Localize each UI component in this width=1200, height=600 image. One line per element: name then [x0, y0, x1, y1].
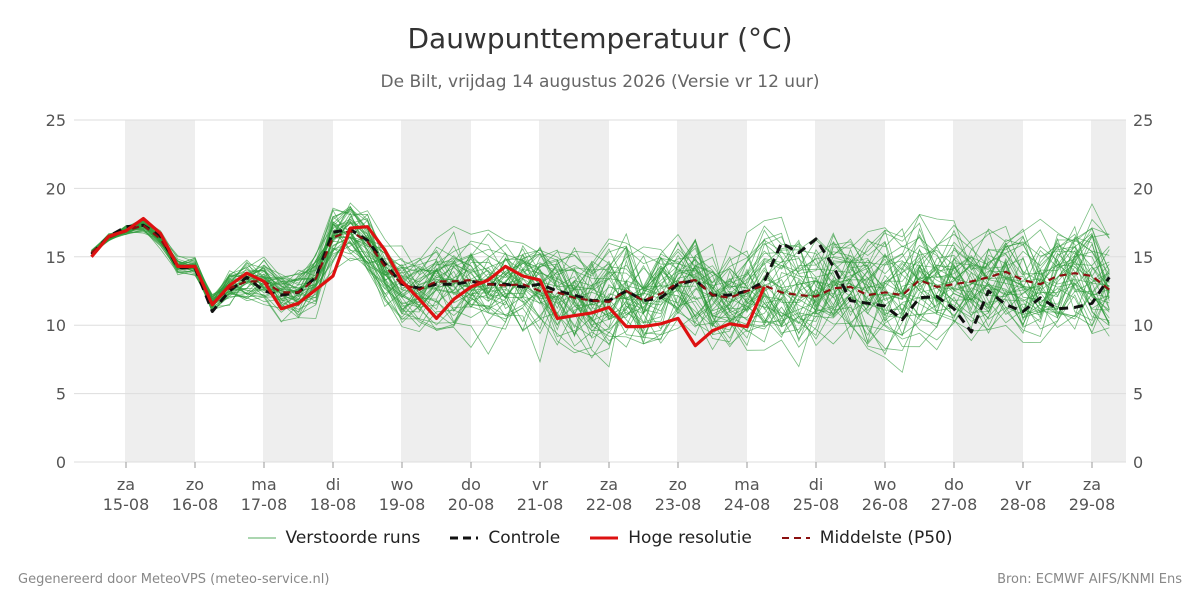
ensemble-member-line: [91, 225, 1110, 331]
y-tick-label: 10: [46, 316, 66, 335]
x-tick-date: 15-08: [103, 495, 150, 514]
median-line: [90, 224, 1110, 305]
legend-label-median: Middelste (P50): [819, 528, 953, 548]
legend-label-control: Controle: [488, 528, 561, 548]
x-tick-date: 27-08: [931, 495, 978, 514]
x-tick-day: do: [461, 475, 481, 494]
legend-label-hires: Hoge resolutie: [628, 528, 752, 548]
x-tick-day: za: [1083, 475, 1101, 494]
ensemble-member-line: [91, 225, 1110, 356]
y-tick-label-right: 15: [1133, 248, 1153, 267]
x-tick-date: 23-08: [655, 495, 702, 514]
grid-lines: [74, 119, 1126, 463]
control-line: [90, 223, 1111, 334]
ensemble-member-line: [91, 220, 1110, 347]
y-tick-label-right: 5: [1133, 385, 1143, 404]
ensemble-member-line: [91, 209, 1110, 339]
x-tick-date: 26-08: [862, 495, 909, 514]
x-tick-date: 21-08: [517, 495, 564, 514]
ensemble-member-line: [91, 221, 1110, 325]
ensemble-member-line: [91, 222, 1110, 340]
x-tick-day: ma: [734, 475, 759, 494]
x-tick-date: 24-08: [724, 495, 771, 514]
x-axis: za15-08zo16-08ma17-08di18-08wo19-08do20-…: [103, 462, 1116, 514]
x-tick-date: 28-08: [1000, 495, 1047, 514]
y-axis-left: 0 5 10 15 20 25: [46, 111, 66, 472]
hires-line: [90, 216, 766, 348]
chart-title: Dauwpunttemperatuur (°C): [407, 22, 793, 55]
ensemble-member-line: [91, 224, 1110, 348]
x-tick-date: 16-08: [172, 495, 219, 514]
x-tick-day: vr: [532, 475, 548, 494]
x-tick-day: ma: [251, 475, 276, 494]
y-tick-label-right: 0: [1133, 453, 1143, 472]
x-tick-date: 22-08: [586, 495, 633, 514]
y-tick-label: 5: [56, 385, 66, 404]
legend-swatch-median: [781, 537, 810, 539]
x-tick-date: 20-08: [448, 495, 495, 514]
ensemble-member-line: [91, 212, 1110, 340]
legend-label-ensemble: Verstoorde runs: [285, 528, 421, 548]
legend-item-median[interactable]: Middelste (P50): [781, 528, 953, 548]
x-tick-day: do: [944, 475, 964, 494]
y-tick-label: 25: [46, 111, 66, 130]
legend: Verstoorde runs Controle Hoge resolutie …: [0, 528, 1200, 548]
x-tick-day: zo: [669, 475, 687, 494]
ensemble-member-line: [91, 209, 1110, 348]
x-tick-day: za: [600, 475, 618, 494]
footer-generator: Gegenereerd door MeteoVPS (meteo-service…: [18, 572, 330, 587]
x-tick-day: wo: [874, 475, 897, 494]
x-tick-date: 19-08: [379, 495, 426, 514]
ensemble-member-line: [91, 222, 1110, 351]
x-tick-date: 18-08: [310, 495, 357, 514]
chart-subtitle: De Bilt, vrijdag 14 augustus 2026 (Versi…: [380, 72, 820, 92]
y-tick-label-right: 25: [1133, 111, 1153, 130]
x-tick-date: 29-08: [1069, 495, 1116, 514]
y-tick-label-right: 10: [1133, 316, 1153, 335]
y-tick-label: 15: [46, 248, 66, 267]
legend-item-control[interactable]: Controle: [450, 528, 560, 548]
legend-swatch-ensemble: [247, 537, 276, 539]
x-tick-day: vr: [1015, 475, 1031, 494]
x-tick-day: di: [809, 475, 824, 494]
footer-source: Bron: ECMWF AIFS/KNMI Ens: [997, 572, 1182, 587]
legend-item-ensemble[interactable]: Verstoorde runs: [247, 528, 421, 548]
y-axis-right: 0 5 10 15 20 25: [1133, 111, 1153, 472]
y-tick-label-right: 20: [1133, 179, 1153, 198]
x-tick-day: di: [326, 475, 341, 494]
y-tick-label: 0: [56, 453, 66, 472]
x-tick-day: zo: [186, 475, 204, 494]
ensemble-member-line: [91, 216, 1110, 313]
x-tick-day: wo: [391, 475, 414, 494]
legend-swatch-control: [450, 536, 479, 540]
legend-item-hires[interactable]: Hoge resolutie: [590, 528, 752, 548]
ensemble-member-line: [91, 206, 1110, 326]
legend-swatch-hires: [590, 536, 619, 540]
ensemble-member-line: [91, 210, 1110, 368]
x-tick-day: za: [117, 475, 135, 494]
main-series: [90, 216, 1111, 348]
ensemble-member-line: [91, 221, 1110, 347]
day-band: [125, 120, 195, 462]
ensemble-member-line: [91, 208, 1110, 345]
x-tick-date: 17-08: [241, 495, 288, 514]
y-tick-label: 20: [46, 179, 66, 198]
ensemble-member-line: [91, 210, 1110, 327]
ensemble-member-line: [91, 223, 1110, 337]
x-tick-date: 25-08: [793, 495, 840, 514]
